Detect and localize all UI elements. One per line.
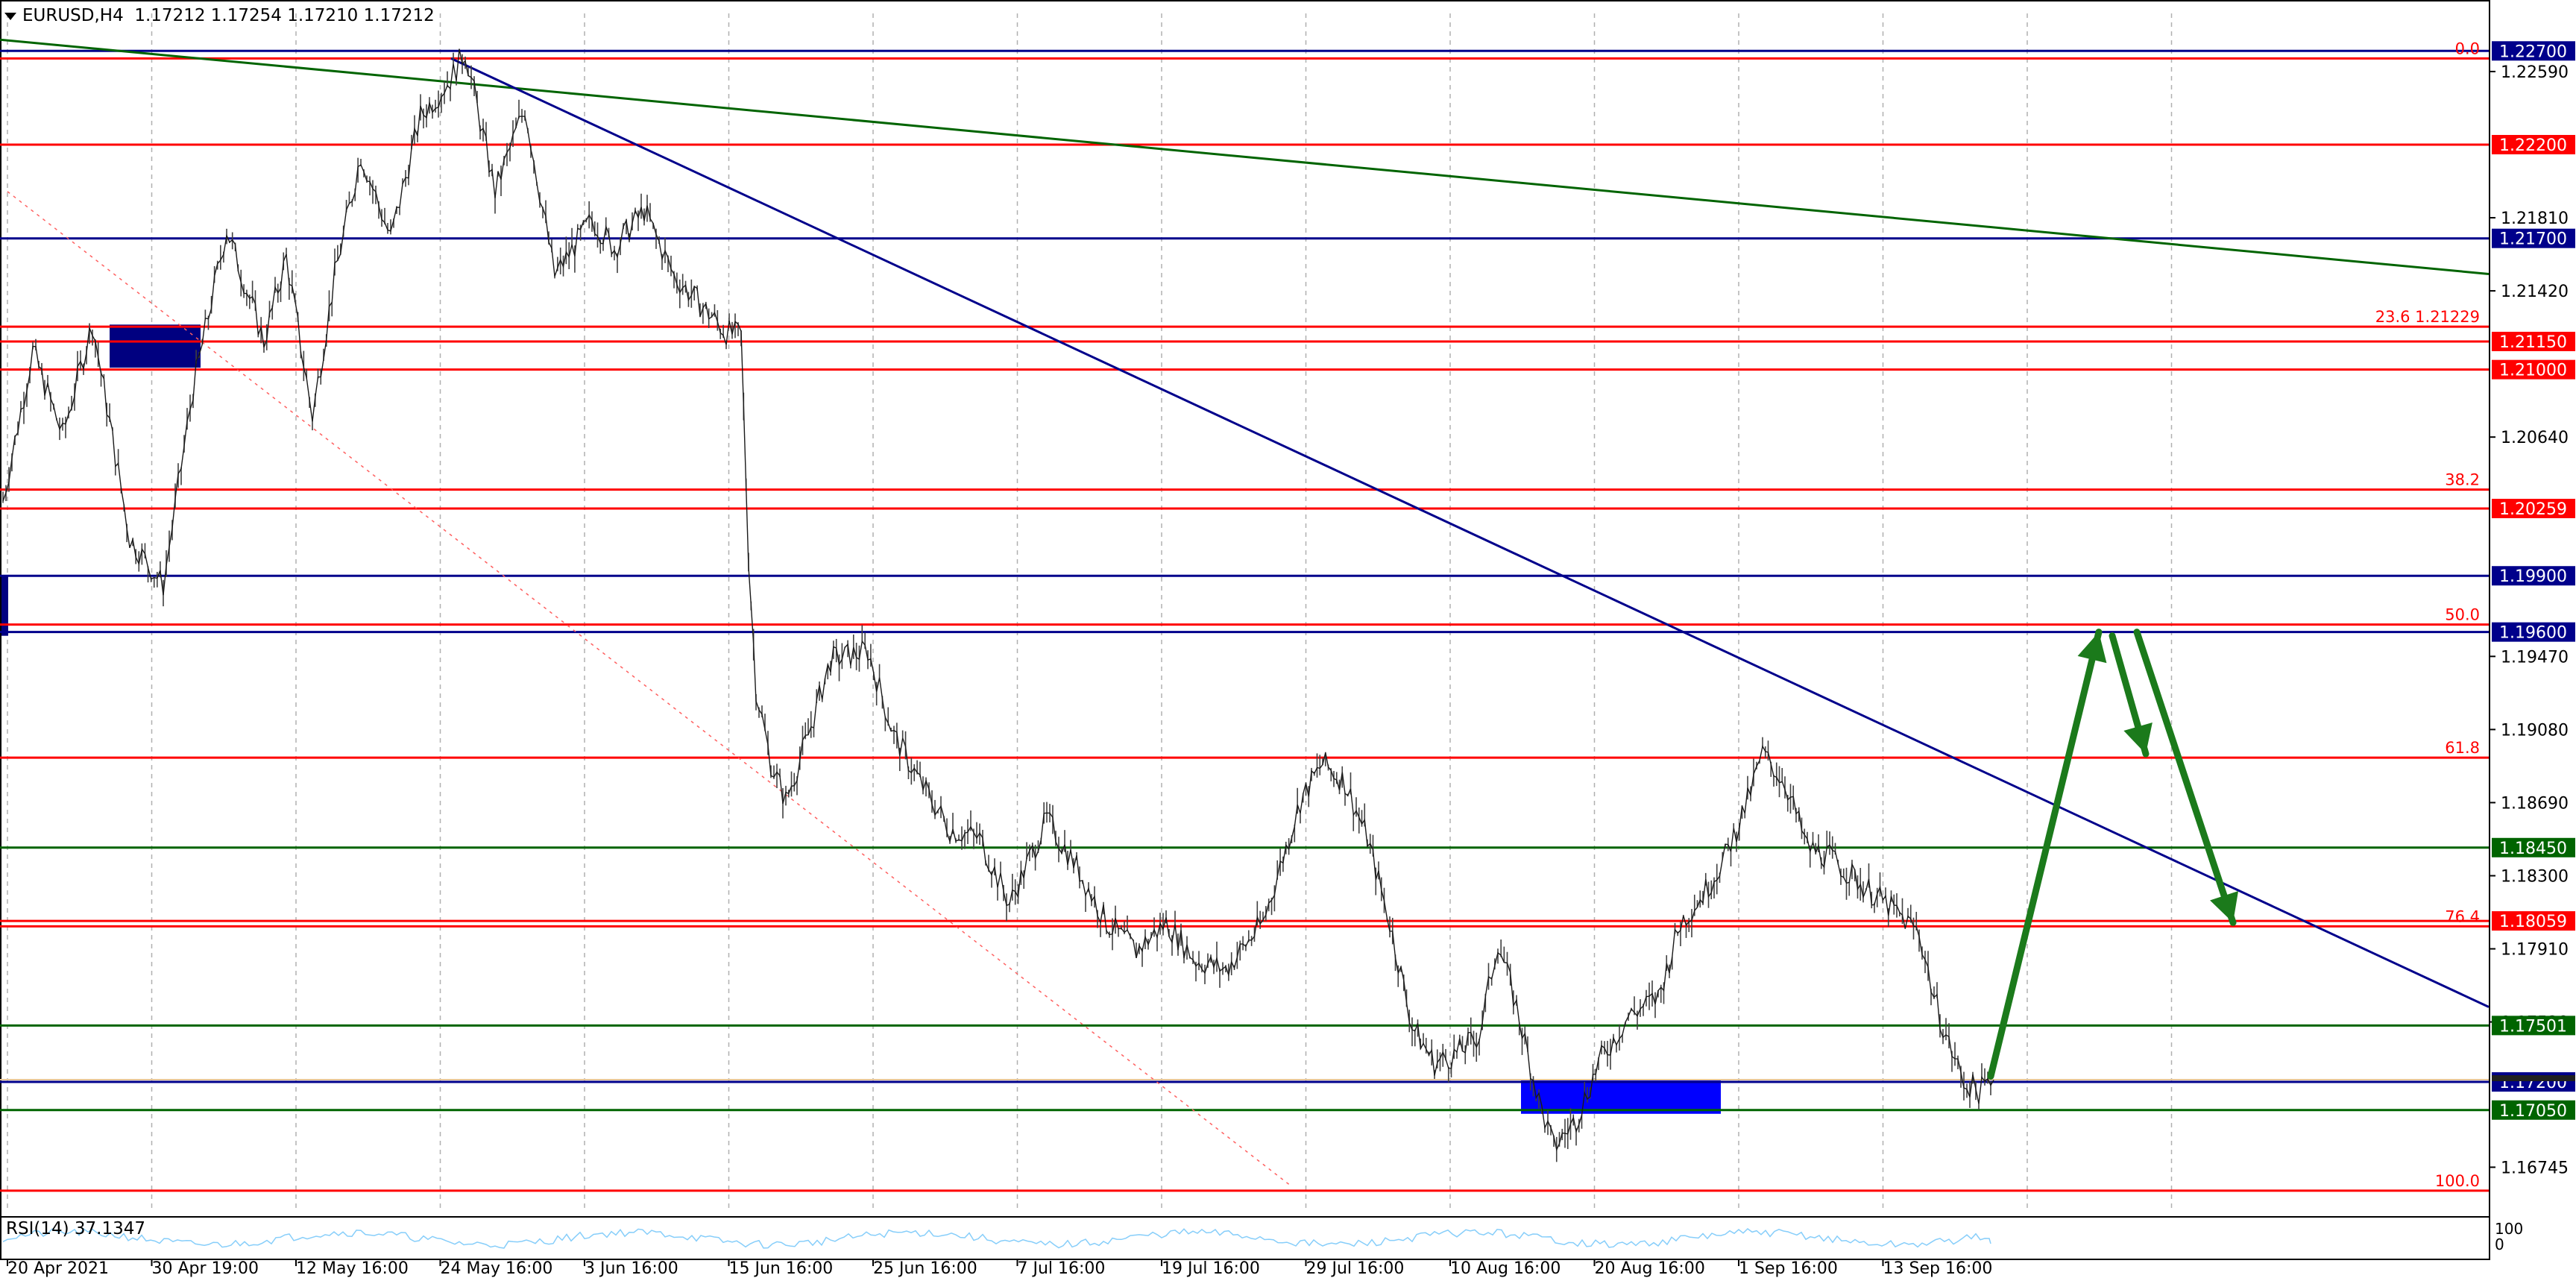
price-tick-label[interactable]: 1.21810: [2501, 210, 2569, 228]
level-price-tag[interactable]: [2492, 911, 2575, 931]
arrow-head-icon[interactable]: [2210, 890, 2239, 923]
level-price-tag-label[interactable]: 1.20259: [2499, 500, 2567, 519]
demand-zone: [1521, 1080, 1721, 1114]
time-axis[interactable]: 20 Apr 2021 30 Apr 19:00 12 May 16:00 24 Ma…: [7, 1259, 1992, 1278]
projection-arrows[interactable]: [1987, 629, 2239, 1080]
level-price-tag[interactable]: [2492, 498, 2575, 518]
supply-zone-left: [110, 324, 201, 368]
level-price-tag[interactable]: [2492, 134, 2575, 154]
price-line: [2, 48, 1994, 1152]
price-tick-label[interactable]: 1.21420: [2501, 283, 2569, 301]
projection-arrow-shaft[interactable]: [2133, 629, 2237, 926]
level-price-tag-label[interactable]: 1.17501: [2499, 1017, 2567, 1036]
level-price-tag[interactable]: [2492, 1100, 2575, 1120]
ohlc-values: 1.17212 1.17254 1.17210 1.17212: [134, 6, 435, 25]
symbol-label: EURUSD,H4: [22, 6, 124, 25]
price-tick-label[interactable]: 1.19080: [2501, 721, 2569, 740]
time-tick-label[interactable]: 3 Jun 16:00: [585, 1259, 678, 1278]
price-tick-label[interactable]: 1.19470: [2501, 648, 2569, 667]
fib-level-label: 38.2: [2445, 471, 2480, 489]
price-tick-label[interactable]: 1.16745: [2501, 1159, 2569, 1177]
level-price-tag[interactable]: [2492, 359, 2575, 380]
current-price-marker: [2492, 1075, 2575, 1082]
price-tick-label[interactable]: 1.17910: [2501, 941, 2569, 960]
level-price-tag-label[interactable]: 1.21700: [2499, 230, 2567, 249]
level-price-tag-label[interactable]: 1.21150: [2499, 333, 2567, 352]
level-price-tag-label[interactable]: 1.22700: [2499, 43, 2567, 61]
horizontal-levels[interactable]: 0.0 23.6 1.21229 38.2 50.0 61.8 76.4 100.0: [0, 40, 2489, 1192]
level-price-tag-label[interactable]: 1.21000: [2499, 362, 2567, 380]
level-price-tag[interactable]: [2492, 331, 2575, 351]
level-price-tag[interactable]: [2492, 1016, 2575, 1036]
time-tick-label[interactable]: 1 Sep 16:00: [1739, 1259, 1838, 1278]
blue-trendline[interactable]: [450, 57, 2490, 1008]
zone-marker-left: [1, 576, 8, 636]
price-series: [2, 48, 1994, 1162]
level-price-tag-label[interactable]: 1.18059: [2499, 913, 2567, 931]
level-price-tag-label[interactable]: 1.19900: [2499, 567, 2567, 586]
rsi-scale-bottom: 0: [2495, 1235, 2504, 1253]
fib-level-label: 76.4: [2445, 907, 2480, 925]
time-tick-label[interactable]: 25 Jun 16:00: [873, 1259, 977, 1278]
fib-level-label: 0.0: [2455, 40, 2480, 57]
time-tick-label[interactable]: 7 Jul 16:00: [1018, 1259, 1106, 1278]
collapse-triangle-icon[interactable]: [4, 12, 16, 20]
level-price-tag[interactable]: [2492, 837, 2575, 857]
price-axis[interactable]: 1.22590 1.21810 1.21420 1.20640 1.19470 1.190…: [2489, 0, 2576, 1278]
chart-header: EURUSD,H4 1.17212 1.17254 1.17210 1.1721…: [4, 6, 435, 25]
level-price-tag-label[interactable]: 1.22200: [2499, 136, 2567, 155]
projection-arrow-shaft[interactable]: [1987, 629, 2103, 1080]
fib-level-label: 50.0: [2445, 606, 2480, 624]
fib-level-label: 61.8: [2445, 739, 2480, 757]
rsi-scale-top: 100: [2495, 1220, 2523, 1238]
trendlines[interactable]: [0, 38, 2490, 1186]
price-tick-label[interactable]: 1.22590: [2501, 63, 2569, 82]
time-tick-label[interactable]: 30 Apr 19:00: [152, 1259, 259, 1278]
level-price-tag-label[interactable]: 1.18450: [2499, 840, 2567, 858]
time-tick-label[interactable]: 20 Apr 2021: [7, 1259, 109, 1278]
level-price-tag-label[interactable]: 1.19600: [2499, 624, 2567, 643]
rsi-label: RSI(14) 37.1347: [6, 1219, 145, 1238]
time-tick-label[interactable]: 10 Aug 16:00: [1450, 1259, 1561, 1278]
level-price-tag-label[interactable]: 1.17050: [2499, 1102, 2567, 1121]
level-price-tag[interactable]: [2492, 566, 2575, 586]
level-price-tag[interactable]: [2492, 41, 2575, 61]
arrow-head-icon[interactable]: [2077, 632, 2107, 664]
time-tick-label[interactable]: 20 Aug 16:00: [1595, 1259, 1705, 1278]
price-tick-label[interactable]: 1.18300: [2501, 867, 2569, 886]
price-tick-label[interactable]: 1.18690: [2501, 794, 2569, 813]
level-price-tag[interactable]: [2492, 228, 2575, 248]
zones: [1, 324, 1721, 1114]
time-tick-label[interactable]: 29 Jul 16:00: [1306, 1259, 1405, 1278]
price-tick-label[interactable]: 1.20640: [2501, 429, 2569, 447]
rsi-line: [2, 1227, 1991, 1249]
arrow-head-icon[interactable]: [2123, 723, 2153, 755]
fib-diagonal-line[interactable]: [7, 191, 1291, 1186]
time-tick-label[interactable]: 12 May 16:00: [296, 1259, 409, 1278]
fib-level-label: 23.6 1.21229: [2375, 308, 2480, 326]
rsi-subwindow: 1000: [2, 1220, 2523, 1253]
time-tick-label[interactable]: 24 May 16:00: [441, 1259, 553, 1278]
green-trendline[interactable]: [0, 38, 2490, 275]
time-tick-label[interactable]: 19 Jul 16:00: [1162, 1259, 1260, 1278]
time-tick-label[interactable]: 15 Jun 16:00: [729, 1259, 834, 1278]
time-tick-label[interactable]: 13 Sep 16:00: [1883, 1259, 1993, 1278]
fib-level-label: 100.0: [2435, 1172, 2480, 1190]
level-price-tag[interactable]: [2492, 622, 2575, 642]
